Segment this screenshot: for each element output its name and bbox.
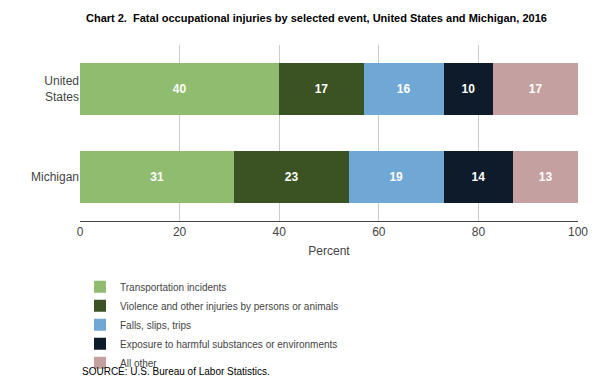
svg-text:Violence and other injuries by: Violence and other injuries by persons o… — [120, 301, 338, 312]
svg-text:Transportation incidents: Transportation incidents — [120, 282, 226, 293]
svg-text:17: 17 — [315, 82, 329, 96]
svg-text:19: 19 — [389, 170, 403, 184]
svg-text:SOURCE: U.S. Bureau of Labor S: SOURCE: U.S. Bureau of Labor Statistics. — [82, 366, 270, 377]
svg-text:31: 31 — [150, 170, 164, 184]
svg-text:Chart 2. Fatal occupational i: Chart 2. Fatal occupational injuries by … — [86, 12, 547, 24]
svg-text:16: 16 — [397, 82, 411, 96]
svg-text:All other: All other — [120, 358, 157, 369]
svg-text:Percent: Percent — [308, 244, 350, 258]
svg-text:10: 10 — [462, 82, 476, 96]
svg-text:60: 60 — [372, 225, 386, 239]
svg-text:40: 40 — [173, 82, 187, 96]
svg-text:17: 17 — [529, 82, 543, 96]
svg-text:100: 100 — [568, 225, 588, 239]
svg-text:Falls, slips, trips: Falls, slips, trips — [120, 320, 191, 331]
svg-text:40: 40 — [273, 225, 287, 239]
svg-text:23: 23 — [285, 170, 299, 184]
svg-text:20: 20 — [173, 225, 187, 239]
svg-text:Exposure to harmful substances: Exposure to harmful substances or enviro… — [120, 339, 337, 350]
svg-text:UnitedStates: UnitedStates — [44, 74, 79, 104]
svg-text:80: 80 — [472, 225, 486, 239]
svg-text:13: 13 — [539, 170, 553, 184]
svg-text:Michigan: Michigan — [31, 170, 79, 184]
svg-text:0: 0 — [77, 225, 84, 239]
svg-text:14: 14 — [472, 170, 486, 184]
